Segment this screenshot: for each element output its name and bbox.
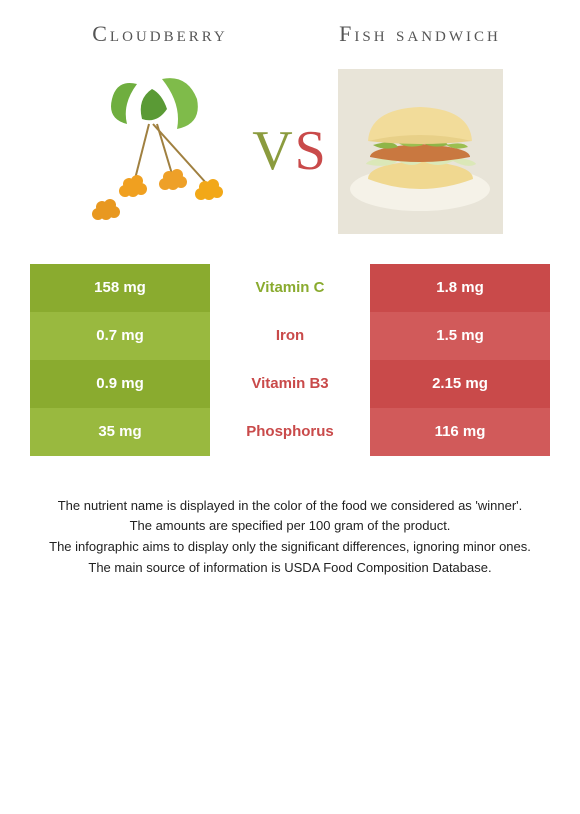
right-value: 1.8 mg <box>370 264 550 312</box>
table-row: 35 mgPhosphorus116 mg <box>30 408 550 456</box>
footnotes: The nutrient name is displayed in the co… <box>30 496 550 579</box>
nutrient-name: Vitamin B3 <box>210 360 370 408</box>
images-row: VS <box>30 69 550 234</box>
table-row: 0.7 mgIron1.5 mg <box>30 312 550 360</box>
nutrient-table: 158 mgVitamin C1.8 mg0.7 mgIron1.5 mg0.9… <box>30 264 550 456</box>
nutrient-name: Vitamin C <box>210 264 370 312</box>
nutrient-name: Phosphorus <box>210 408 370 456</box>
titles-row: Cloudberry Fish sandwich <box>30 20 550 49</box>
vs-v: V <box>252 120 294 182</box>
left-value: 0.7 mg <box>30 312 210 360</box>
footnote-line: The infographic aims to display only the… <box>40 537 540 558</box>
cloudberry-icon <box>77 69 242 234</box>
vs-label: VS <box>252 119 328 183</box>
nutrient-name: Iron <box>210 312 370 360</box>
footnote-line: The main source of information is USDA F… <box>40 558 540 579</box>
sandwich-icon <box>338 69 503 234</box>
left-value: 0.9 mg <box>30 360 210 408</box>
right-value: 116 mg <box>370 408 550 456</box>
left-value: 35 mg <box>30 408 210 456</box>
right-value: 1.5 mg <box>370 312 550 360</box>
table-row: 158 mgVitamin C1.8 mg <box>30 264 550 312</box>
right-value: 2.15 mg <box>370 360 550 408</box>
footnote-line: The amounts are specified per 100 gram o… <box>40 516 540 537</box>
fish-sandwich-image <box>338 69 503 234</box>
title-right: Fish sandwich <box>290 20 550 49</box>
table-row: 0.9 mgVitamin B32.15 mg <box>30 360 550 408</box>
title-left: Cloudberry <box>30 20 290 49</box>
vs-s: S <box>295 120 328 182</box>
cloudberry-image <box>77 69 242 234</box>
footnote-line: The nutrient name is displayed in the co… <box>40 496 540 517</box>
left-value: 158 mg <box>30 264 210 312</box>
